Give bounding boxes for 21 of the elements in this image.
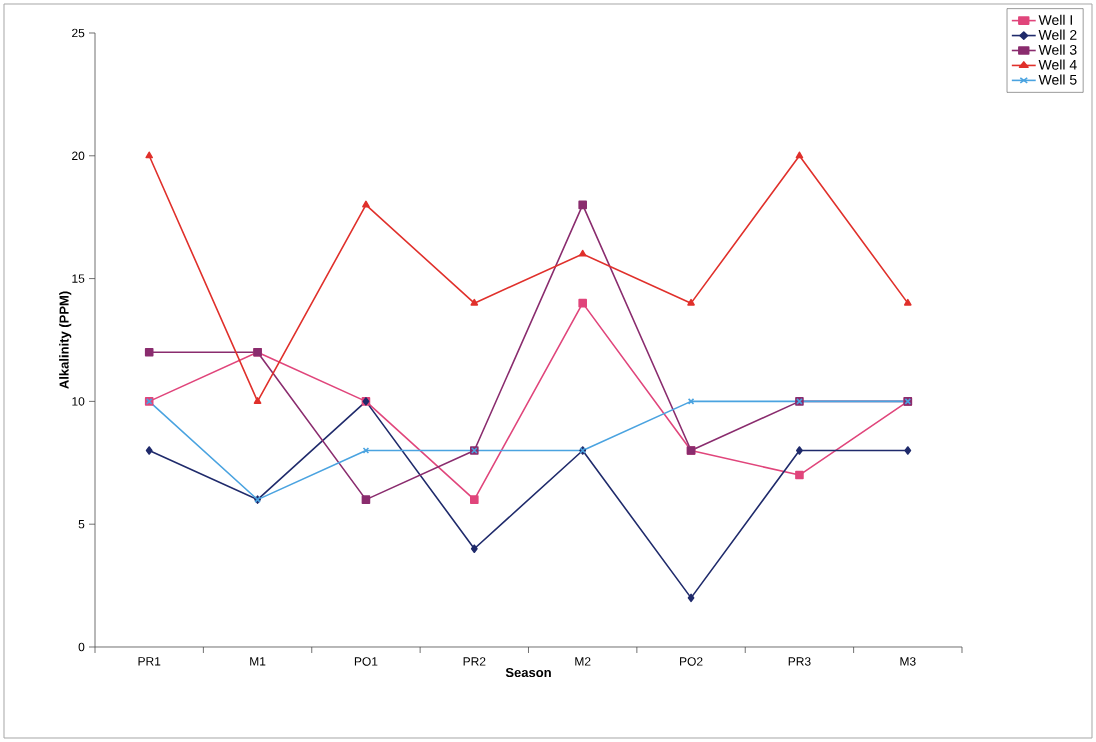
- legend-label: Well I: [1038, 14, 1072, 25]
- y-tick-label: 0: [78, 642, 85, 652]
- y-tick-label: 20: [72, 151, 85, 161]
- legend-label: Well 2: [1038, 29, 1077, 40]
- y-tick-label: 25: [72, 28, 85, 38]
- legend-label: Well 5: [1038, 74, 1077, 85]
- x-tick-label: PR1: [138, 657, 161, 666]
- x-tick-label: M2: [575, 657, 591, 666]
- x-tick-label: PR3: [788, 657, 811, 666]
- y-axis-title: Alkalinity (PPM): [59, 291, 72, 389]
- x-tick-label: PO1: [354, 657, 378, 666]
- y-tick-label: 10: [72, 397, 85, 406]
- y-tick-label: 5: [78, 520, 85, 529]
- legend-label: Well 4: [1038, 59, 1077, 70]
- x-tick-label: M3: [900, 657, 916, 666]
- x-tick-label: PO2: [680, 657, 703, 666]
- x-axis-title: Season: [505, 667, 551, 678]
- x-tick-label: M1: [250, 657, 266, 666]
- x-tick-label: PR2: [463, 657, 486, 666]
- legend-label: Well 3: [1038, 44, 1077, 55]
- y-tick-label: 15: [72, 274, 85, 283]
